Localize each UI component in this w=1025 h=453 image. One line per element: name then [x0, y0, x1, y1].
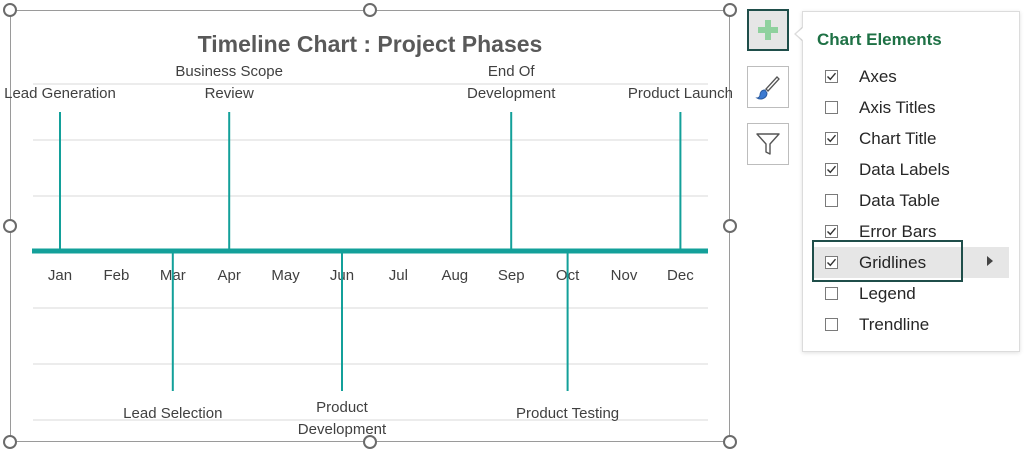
paintbrush-icon [755, 76, 780, 100]
resize-handle-middle-right[interactable] [723, 219, 737, 233]
month-label-aug: Aug [441, 267, 468, 284]
resize-handle-top-middle[interactable] [363, 3, 377, 17]
month-label-feb: Feb [103, 267, 129, 284]
month-label-nov: Nov [611, 267, 638, 284]
milestone-label-product-development-line-1: Product [316, 399, 369, 416]
gridlines-submenu-arrow-icon[interactable] [987, 256, 993, 266]
legend-label: Legend [859, 283, 916, 303]
error-bars-checkbox[interactable] [825, 225, 838, 238]
data-table-checkbox[interactable] [825, 194, 838, 207]
chart-elements-button[interactable] [747, 9, 789, 51]
resize-handle-top-right[interactable] [723, 3, 737, 17]
trendline-label: Trendline [859, 314, 930, 334]
error-bars-label: Error Bars [859, 221, 937, 241]
chart-element-data-labels[interactable]: Data Labels [813, 154, 1009, 185]
checkmark-icon [827, 72, 837, 81]
chart-element-gridlines[interactable]: Gridlines [813, 247, 1009, 278]
gridlines-checkbox[interactable] [825, 256, 838, 269]
chart-elements-panel: Chart Elements Axes Axis Titles Chart Titl… [802, 11, 1020, 352]
chart-styles-button[interactable] [747, 66, 789, 108]
checkmark-icon [827, 165, 837, 174]
chart-element-axes[interactable]: Axes [813, 61, 1009, 92]
milestone-label-product-testing: Product Testing [516, 405, 619, 422]
chart-element-data-table[interactable]: Data Table [813, 185, 1009, 216]
plus-icon [758, 20, 778, 40]
chart-element-chart-title[interactable]: Chart Title [813, 123, 1009, 154]
axes-checkbox[interactable] [825, 70, 838, 83]
month-label-sep: Sep [498, 267, 525, 284]
month-label-jul: Jul [389, 267, 408, 284]
resize-handle-bottom-right[interactable] [723, 435, 737, 449]
trendline-checkbox[interactable] [825, 318, 838, 331]
chart-title-label: Chart Title [859, 128, 937, 148]
gridlines-label: Gridlines [859, 252, 927, 272]
milestone-label-end-of-development-line-1: End Of [488, 63, 536, 80]
chart-title: Timeline Chart : Project Phases [198, 31, 543, 57]
chart-element-trendline[interactable]: Trendline [813, 309, 1009, 340]
milestone-label-lead-generation: Lead Generation [4, 85, 116, 102]
resize-handle-middle-left[interactable] [3, 219, 17, 233]
axes-label: Axes [859, 66, 897, 86]
month-label-may: May [271, 267, 300, 284]
milestone-label-product-launch: Product Launch [628, 85, 733, 102]
resize-handle-bottom-middle[interactable] [363, 435, 377, 449]
chart-element-axis-titles[interactable]: Axis Titles [813, 92, 1009, 123]
resize-handle-bottom-left[interactable] [3, 435, 17, 449]
chart-filters-button[interactable] [747, 123, 789, 165]
resize-handle-top-left[interactable] [3, 3, 17, 17]
data-labels-checkbox[interactable] [825, 163, 838, 176]
milestone-label-end-of-development-line-2: Development [467, 85, 556, 102]
panel-pointer-fill [796, 27, 804, 41]
legend-checkbox[interactable] [825, 287, 838, 300]
data-labels-label: Data Labels [859, 159, 950, 179]
month-label-apr: Apr [218, 267, 241, 284]
checkmark-icon [827, 134, 837, 143]
checkmark-icon [827, 227, 837, 236]
month-label-jan: Jan [48, 267, 72, 284]
milestone-label-lead-selection: Lead Selection [123, 405, 222, 422]
milestone-label-business-scope-review-line-2: Review [205, 85, 254, 102]
chart-element-error-bars[interactable]: Error Bars [813, 216, 1009, 247]
axis-titles-label: Axis Titles [859, 97, 936, 117]
milestone-label-product-development-line-2: Development [298, 421, 387, 438]
milestone-label-business-scope-review-line-1: Business Scope [175, 63, 283, 80]
data-table-label: Data Table [859, 190, 940, 210]
axis-titles-checkbox[interactable] [825, 101, 838, 114]
chart-element-legend[interactable]: Legend [813, 278, 1009, 309]
chart-title-checkbox[interactable] [825, 132, 838, 145]
checkmark-icon [827, 258, 837, 267]
panel-title: Chart Elements [817, 30, 942, 49]
funnel-icon [756, 133, 780, 155]
month-label-dec: Dec [667, 267, 694, 284]
